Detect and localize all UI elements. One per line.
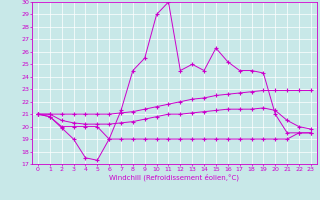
X-axis label: Windchill (Refroidissement éolien,°C): Windchill (Refroidissement éolien,°C) bbox=[109, 173, 239, 181]
